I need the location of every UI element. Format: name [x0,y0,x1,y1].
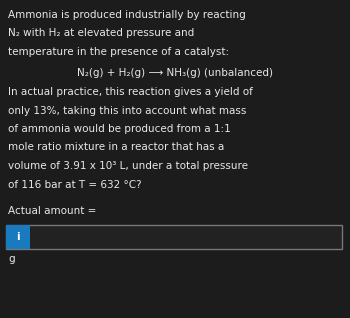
Text: g: g [8,254,15,265]
Text: of ammonia would be produced from a 1:1: of ammonia would be produced from a 1:1 [8,124,231,134]
FancyBboxPatch shape [6,225,342,248]
Text: only 13%, taking this into account what mass: only 13%, taking this into account what … [8,106,246,115]
Text: i: i [16,232,20,241]
Text: Actual amount =: Actual amount = [8,206,96,216]
Text: Ammonia is produced industrially by reacting: Ammonia is produced industrially by reac… [8,10,246,20]
FancyBboxPatch shape [6,225,30,248]
Text: In actual practice, this reaction gives a yield of: In actual practice, this reaction gives … [8,87,253,97]
Text: of 116 bar at T = 632 °C?: of 116 bar at T = 632 °C? [8,179,142,190]
Text: temperature in the presence of a catalyst:: temperature in the presence of a catalys… [8,47,229,57]
Text: mole ratio mixture in a reactor that has a: mole ratio mixture in a reactor that has… [8,142,224,153]
Text: N₂ with H₂ at elevated pressure and: N₂ with H₂ at elevated pressure and [8,29,194,38]
Text: volume of 3.91 x 10³ L, under a total pressure: volume of 3.91 x 10³ L, under a total pr… [8,161,248,171]
Text: N₂(g) + H₂(g) ⟶ NH₃(g) (unbalanced): N₂(g) + H₂(g) ⟶ NH₃(g) (unbalanced) [77,68,273,79]
